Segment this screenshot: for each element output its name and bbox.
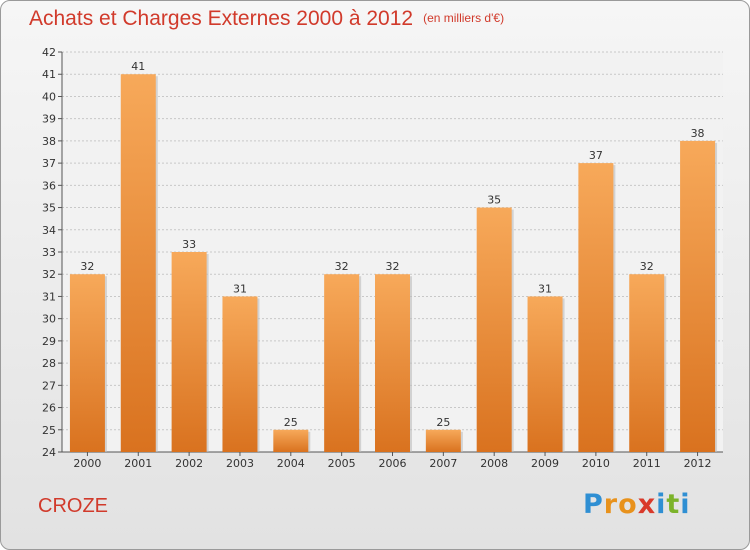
chart-subtitle: (en milliers d'€): [423, 11, 505, 25]
bar-2006: [375, 274, 410, 452]
y-tick-label: 26: [42, 402, 56, 415]
logo-letter: t: [666, 489, 681, 520]
y-tick-label: 25: [42, 424, 56, 437]
bar-2001: [120, 74, 156, 452]
x-tick-label: 2002: [175, 457, 203, 470]
bar-2007: [425, 429, 461, 452]
chart-title-text: Achats et Charges Externes 2000 à 2012: [29, 7, 414, 30]
bar-2009: [527, 296, 563, 452]
bar-value-label: 35: [487, 194, 501, 207]
y-tick-label: 34: [42, 224, 56, 237]
bar-2010: [578, 163, 614, 452]
y-tick-label: 38: [42, 135, 56, 148]
x-tick-label: 2001: [124, 457, 152, 470]
y-tick-label: 33: [42, 246, 56, 259]
x-tick-label: 2003: [226, 457, 254, 470]
bar-2012: [680, 140, 716, 452]
bar-2005: [324, 274, 360, 452]
bar-value-label: 32: [640, 260, 654, 273]
logo-letter: x: [637, 489, 657, 520]
y-tick-label: 27: [42, 379, 56, 392]
y-tick-label: 39: [42, 113, 56, 126]
bar-2008: [476, 207, 512, 452]
x-tick-label: 2008: [480, 457, 508, 470]
y-tick-label: 40: [42, 90, 56, 103]
bar-value-label: 31: [233, 282, 247, 295]
logo-letter: i: [656, 489, 667, 520]
y-tick-label: 24: [42, 446, 56, 459]
proxiti-logo: Proxiti: [583, 489, 691, 520]
bar-2002: [171, 252, 207, 452]
bar-value-label: 25: [284, 416, 298, 429]
x-tick-label: 2007: [429, 457, 457, 470]
bar-value-label: 32: [335, 260, 349, 273]
y-tick-label: 37: [42, 157, 56, 170]
commune-name: CROZE: [38, 495, 108, 517]
logo-letter: i: [680, 489, 691, 520]
y-tick-label: 29: [42, 335, 56, 348]
x-tick-label: 2012: [684, 457, 712, 470]
logo-letter: o: [618, 489, 638, 520]
x-tick-label: 2005: [328, 457, 356, 470]
logo-letter: r: [603, 489, 619, 520]
x-tick-label: 2004: [277, 457, 305, 470]
y-tick-label: 28: [42, 357, 56, 370]
logo-letter: P: [583, 489, 604, 520]
y-tick-label: 41: [42, 68, 56, 81]
bar-value-label: 33: [182, 238, 196, 251]
y-tick-label: 36: [42, 179, 56, 192]
bar-value-label: 32: [80, 260, 94, 273]
y-tick-label: 30: [42, 313, 56, 326]
chart-title: Achats et Charges Externes 2000 à 2012 (e…: [29, 7, 504, 31]
labels: 24 25 26 27 28 29 30 31 32 33 34 35 36 37 38 39 40 41 42 32…: [42, 46, 712, 470]
bar-2000: [69, 274, 105, 452]
bar-value-label: 38: [691, 127, 705, 140]
bar-value-label: 41: [131, 60, 145, 73]
y-tick-label: 42: [42, 46, 56, 59]
x-tick-label: 2011: [633, 457, 661, 470]
bar-2004: [273, 429, 309, 452]
y-tick-label: 32: [42, 268, 56, 281]
bar-2003: [222, 296, 258, 452]
bar-value-label: 37: [589, 149, 603, 162]
bars: [69, 74, 718, 452]
bar-value-label: 32: [386, 260, 400, 273]
y-tick-label: 31: [42, 290, 56, 303]
x-tick-label: 2009: [531, 457, 559, 470]
y-tick-label: 35: [42, 202, 56, 215]
bar-2011: [629, 274, 665, 452]
x-tick-label: 2000: [73, 457, 101, 470]
x-tick-label: 2006: [379, 457, 407, 470]
bar-value-label: 31: [538, 282, 552, 295]
bar-value-label: 25: [436, 416, 450, 429]
x-tick-label: 2010: [582, 457, 610, 470]
